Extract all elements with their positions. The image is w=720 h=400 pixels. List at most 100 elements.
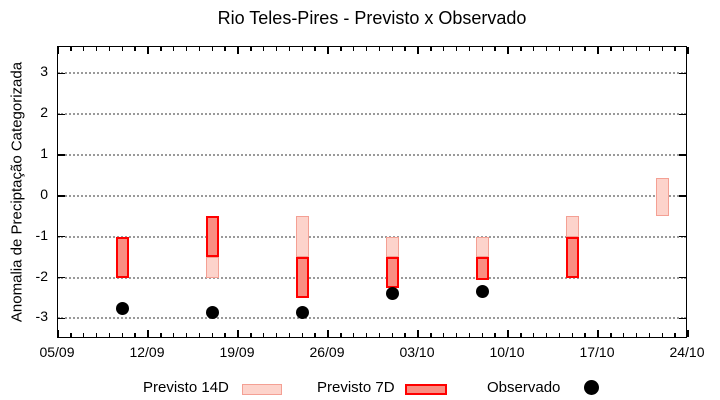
x-tick-minor: [160, 47, 162, 51]
x-tick-minor: [185, 333, 188, 337]
bar-previsto-14d: [565, 216, 579, 237]
x-tick-minor: [532, 47, 535, 51]
legend-swatch-observado-icon: [584, 380, 599, 395]
x-tick-minor: [404, 333, 406, 337]
x-tick-minor: [378, 47, 381, 51]
x-tick-major: [687, 330, 689, 337]
x-tick-minor: [288, 333, 291, 337]
x-tick-minor: [314, 333, 316, 337]
y-tick: [679, 113, 686, 115]
x-tick-minor: [455, 47, 458, 51]
x-tick-minor: [520, 47, 522, 51]
y-tick: [679, 235, 686, 238]
x-tick-minor: [558, 47, 561, 51]
x-tick-minor: [468, 47, 471, 51]
observado-point: [115, 301, 129, 315]
x-tick-minor: [635, 333, 638, 337]
legend-label-previsto-7d: Previsto 7D: [317, 379, 395, 396]
x-tick-minor: [82, 47, 85, 51]
x-tick-minor: [661, 47, 664, 51]
x-tick-minor: [391, 47, 394, 51]
x-tick-minor: [108, 47, 111, 51]
x-tick-label: 03/10: [399, 344, 435, 360]
x-tick-minor: [224, 333, 226, 337]
bar-previsto-7d: [565, 236, 579, 278]
bar-previsto-14d: [295, 216, 309, 258]
bar-previsto-7d: [205, 216, 219, 258]
y-tick: [679, 72, 686, 75]
x-tick-minor: [481, 333, 484, 337]
x-tick-minor: [545, 333, 548, 337]
x-tick-minor: [442, 47, 445, 51]
x-tick-minor: [250, 333, 252, 337]
x-tick-minor: [648, 333, 651, 337]
x-tick-label: 19/09: [219, 344, 255, 360]
x-tick-minor: [121, 47, 124, 51]
x-tick-minor: [674, 47, 676, 51]
x-tick-major: [237, 330, 239, 337]
x-tick-minor: [430, 47, 432, 51]
x-tick-minor: [198, 333, 201, 337]
x-tick-minor: [262, 47, 265, 51]
x-tick-major: [327, 47, 329, 54]
gridline: [58, 72, 686, 75]
y-tick-label: 3: [40, 63, 48, 80]
x-tick-minor: [352, 47, 355, 51]
x-tick-label: 17/10: [579, 344, 615, 360]
x-tick-minor: [584, 47, 586, 51]
y-tick: [58, 195, 65, 197]
x-tick-minor: [70, 333, 72, 337]
y-tick: [58, 317, 65, 320]
x-tick-minor: [160, 333, 162, 337]
chart-title: Rio Teles-Pires - Previsto x Observado: [217, 8, 527, 28]
y-tick: [679, 317, 686, 320]
y-tick: [679, 154, 686, 156]
bar-previsto-7d: [115, 236, 129, 278]
observado-point: [475, 285, 489, 299]
x-tick-minor: [571, 47, 574, 51]
y-tick-label: -2: [35, 267, 48, 284]
x-tick-minor: [95, 47, 98, 51]
x-tick-major: [507, 47, 509, 54]
x-tick-label: 26/09: [309, 344, 345, 360]
x-tick-minor: [622, 333, 625, 337]
x-tick-minor: [275, 47, 278, 51]
x-tick-minor: [121, 333, 124, 337]
x-tick-minor: [250, 47, 252, 51]
x-tick-major: [597, 47, 599, 54]
x-tick-minor: [185, 47, 188, 51]
x-tick-minor: [455, 333, 458, 337]
x-tick-minor: [301, 47, 304, 51]
legend-swatch-previsto-7d-icon: [405, 384, 447, 395]
x-tick-major: [417, 47, 419, 54]
x-tick-major: [237, 47, 239, 54]
observado-point: [295, 305, 309, 319]
x-tick-minor: [365, 47, 368, 51]
x-tick-major: [417, 330, 419, 337]
x-tick-minor: [481, 47, 484, 51]
x-tick-minor: [172, 47, 175, 51]
x-tick-major: [147, 330, 149, 337]
x-tick-minor: [262, 333, 265, 337]
bar-previsto-7d: [385, 257, 399, 288]
y-tick: [58, 113, 65, 115]
observado-point: [205, 305, 219, 319]
x-tick-minor: [172, 333, 175, 337]
x-tick-label: 12/09: [129, 344, 165, 360]
x-tick-minor: [211, 333, 214, 337]
x-tick-minor: [378, 333, 381, 337]
gridline: [58, 235, 686, 238]
y-tick: [58, 154, 65, 156]
x-tick-minor: [661, 333, 664, 337]
y-tick: [58, 235, 65, 238]
x-tick-minor: [545, 47, 548, 51]
bar-previsto-14d: [655, 177, 669, 217]
x-tick-label: 24/10: [669, 344, 705, 360]
x-tick-major: [57, 330, 59, 337]
x-tick-minor: [288, 47, 291, 51]
x-tick-minor: [340, 47, 342, 51]
gridline: [58, 113, 686, 116]
gridline: [58, 276, 686, 279]
x-tick-minor: [494, 47, 496, 51]
x-tick-minor: [622, 47, 625, 51]
